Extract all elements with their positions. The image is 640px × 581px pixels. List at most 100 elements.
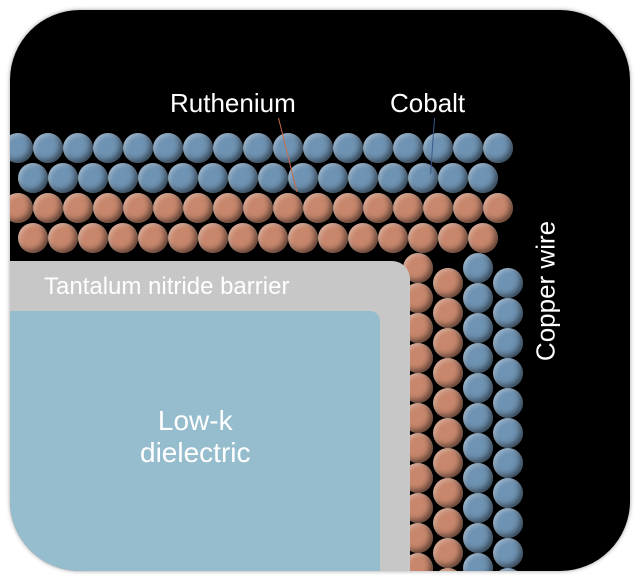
ruthenium-atom [78, 223, 108, 253]
interconnect-diagram: Ruthenium Cobalt Tantalum nitride barrie… [10, 10, 630, 571]
cobalt-atom [463, 553, 493, 571]
cobalt-atom [493, 298, 523, 328]
ruthenium-atom [138, 223, 168, 253]
cobalt-atom [463, 493, 493, 523]
cobalt-atom [48, 163, 78, 193]
ruthenium-atom [423, 193, 453, 223]
cobalt-atom [493, 448, 523, 478]
ruthenium-atom [303, 193, 333, 223]
ruthenium-atom [93, 193, 123, 223]
ruthenium-atom [393, 193, 423, 223]
cobalt-atom [493, 388, 523, 418]
cobalt-atom [378, 163, 408, 193]
cobalt-atom [463, 253, 493, 283]
cobalt-atom [213, 133, 243, 163]
ruthenium-atom [198, 223, 228, 253]
cobalt-atom [493, 508, 523, 538]
ruthenium-atom [348, 223, 378, 253]
cobalt-atom [493, 418, 523, 448]
dielectric-label-line2: dielectric [140, 437, 250, 468]
cobalt-atom [78, 163, 108, 193]
cobalt-atom [463, 343, 493, 373]
cobalt-atom [10, 133, 33, 163]
cobalt-atom [468, 163, 498, 193]
cobalt-atom [243, 133, 273, 163]
cobalt-atom [453, 133, 483, 163]
ruthenium-atom [108, 223, 138, 253]
ruthenium-atom [168, 223, 198, 253]
ruthenium-atom [483, 193, 513, 223]
cobalt-atom [138, 163, 168, 193]
cobalt-atom [333, 133, 363, 163]
dielectric-label-line1: Low-k [158, 405, 233, 436]
cobalt-atom [463, 283, 493, 313]
ruthenium-atom [433, 328, 463, 358]
ruthenium-atom [433, 448, 463, 478]
cobalt-atom [493, 268, 523, 298]
cobalt-atom [33, 133, 63, 163]
ruthenium-atom [288, 223, 318, 253]
cobalt-atom [228, 163, 258, 193]
cobalt-atom [463, 403, 493, 433]
ruthenium-atom [318, 223, 348, 253]
cobalt-atom [363, 133, 393, 163]
cobalt-atom [393, 133, 423, 163]
cobalt-atom [493, 538, 523, 568]
ruthenium-atom [243, 193, 273, 223]
cobalt-atom [348, 163, 378, 193]
ruthenium-atom [468, 223, 498, 253]
copper-wire-label: Copper wire [530, 220, 561, 360]
cobalt-atom [463, 313, 493, 343]
ruthenium-atom [433, 508, 463, 538]
cobalt-atom [258, 163, 288, 193]
cobalt-atom [493, 358, 523, 388]
ruthenium-atom [33, 193, 63, 223]
cobalt-atom [63, 133, 93, 163]
ruthenium-atom [333, 193, 363, 223]
cobalt-atom [303, 133, 333, 163]
cobalt-atom [493, 478, 523, 508]
ruthenium-label: Ruthenium [170, 88, 296, 119]
cobalt-atom [183, 133, 213, 163]
ruthenium-atom [363, 193, 393, 223]
ruthenium-atom [433, 298, 463, 328]
ruthenium-atom [433, 568, 463, 571]
cobalt-atom [493, 328, 523, 358]
ruthenium-atom [123, 193, 153, 223]
ruthenium-atom [433, 478, 463, 508]
cobalt-atom [483, 133, 513, 163]
ruthenium-atom [228, 223, 258, 253]
ruthenium-atom [183, 193, 213, 223]
cobalt-atom [408, 163, 438, 193]
cobalt-atom [18, 163, 48, 193]
ruthenium-atom [408, 223, 438, 253]
ruthenium-atom [433, 268, 463, 298]
cobalt-label: Cobalt [390, 88, 465, 119]
ruthenium-atom [438, 223, 468, 253]
cobalt-atom [463, 433, 493, 463]
ruthenium-atom [63, 193, 93, 223]
cobalt-atom [463, 373, 493, 403]
ruthenium-atom [433, 358, 463, 388]
ruthenium-atom [433, 418, 463, 448]
cobalt-atom [463, 523, 493, 553]
cobalt-atom [108, 163, 138, 193]
cobalt-atom [168, 163, 198, 193]
ruthenium-atom [378, 223, 408, 253]
dielectric-label: Low-k dielectric [140, 405, 250, 469]
cobalt-atom [93, 133, 123, 163]
cobalt-atom [438, 163, 468, 193]
ruthenium-atom [273, 193, 303, 223]
cobalt-atom [463, 463, 493, 493]
ruthenium-atom [18, 223, 48, 253]
cobalt-atom [198, 163, 228, 193]
cobalt-atom [423, 133, 453, 163]
barrier-label: Tantalum nitride barrier [44, 273, 289, 301]
ruthenium-atom [453, 193, 483, 223]
cobalt-atom [318, 163, 348, 193]
ruthenium-atom [153, 193, 183, 223]
ruthenium-atom [10, 193, 33, 223]
cobalt-atom [123, 133, 153, 163]
ruthenium-atom [433, 538, 463, 568]
cobalt-atom [153, 133, 183, 163]
